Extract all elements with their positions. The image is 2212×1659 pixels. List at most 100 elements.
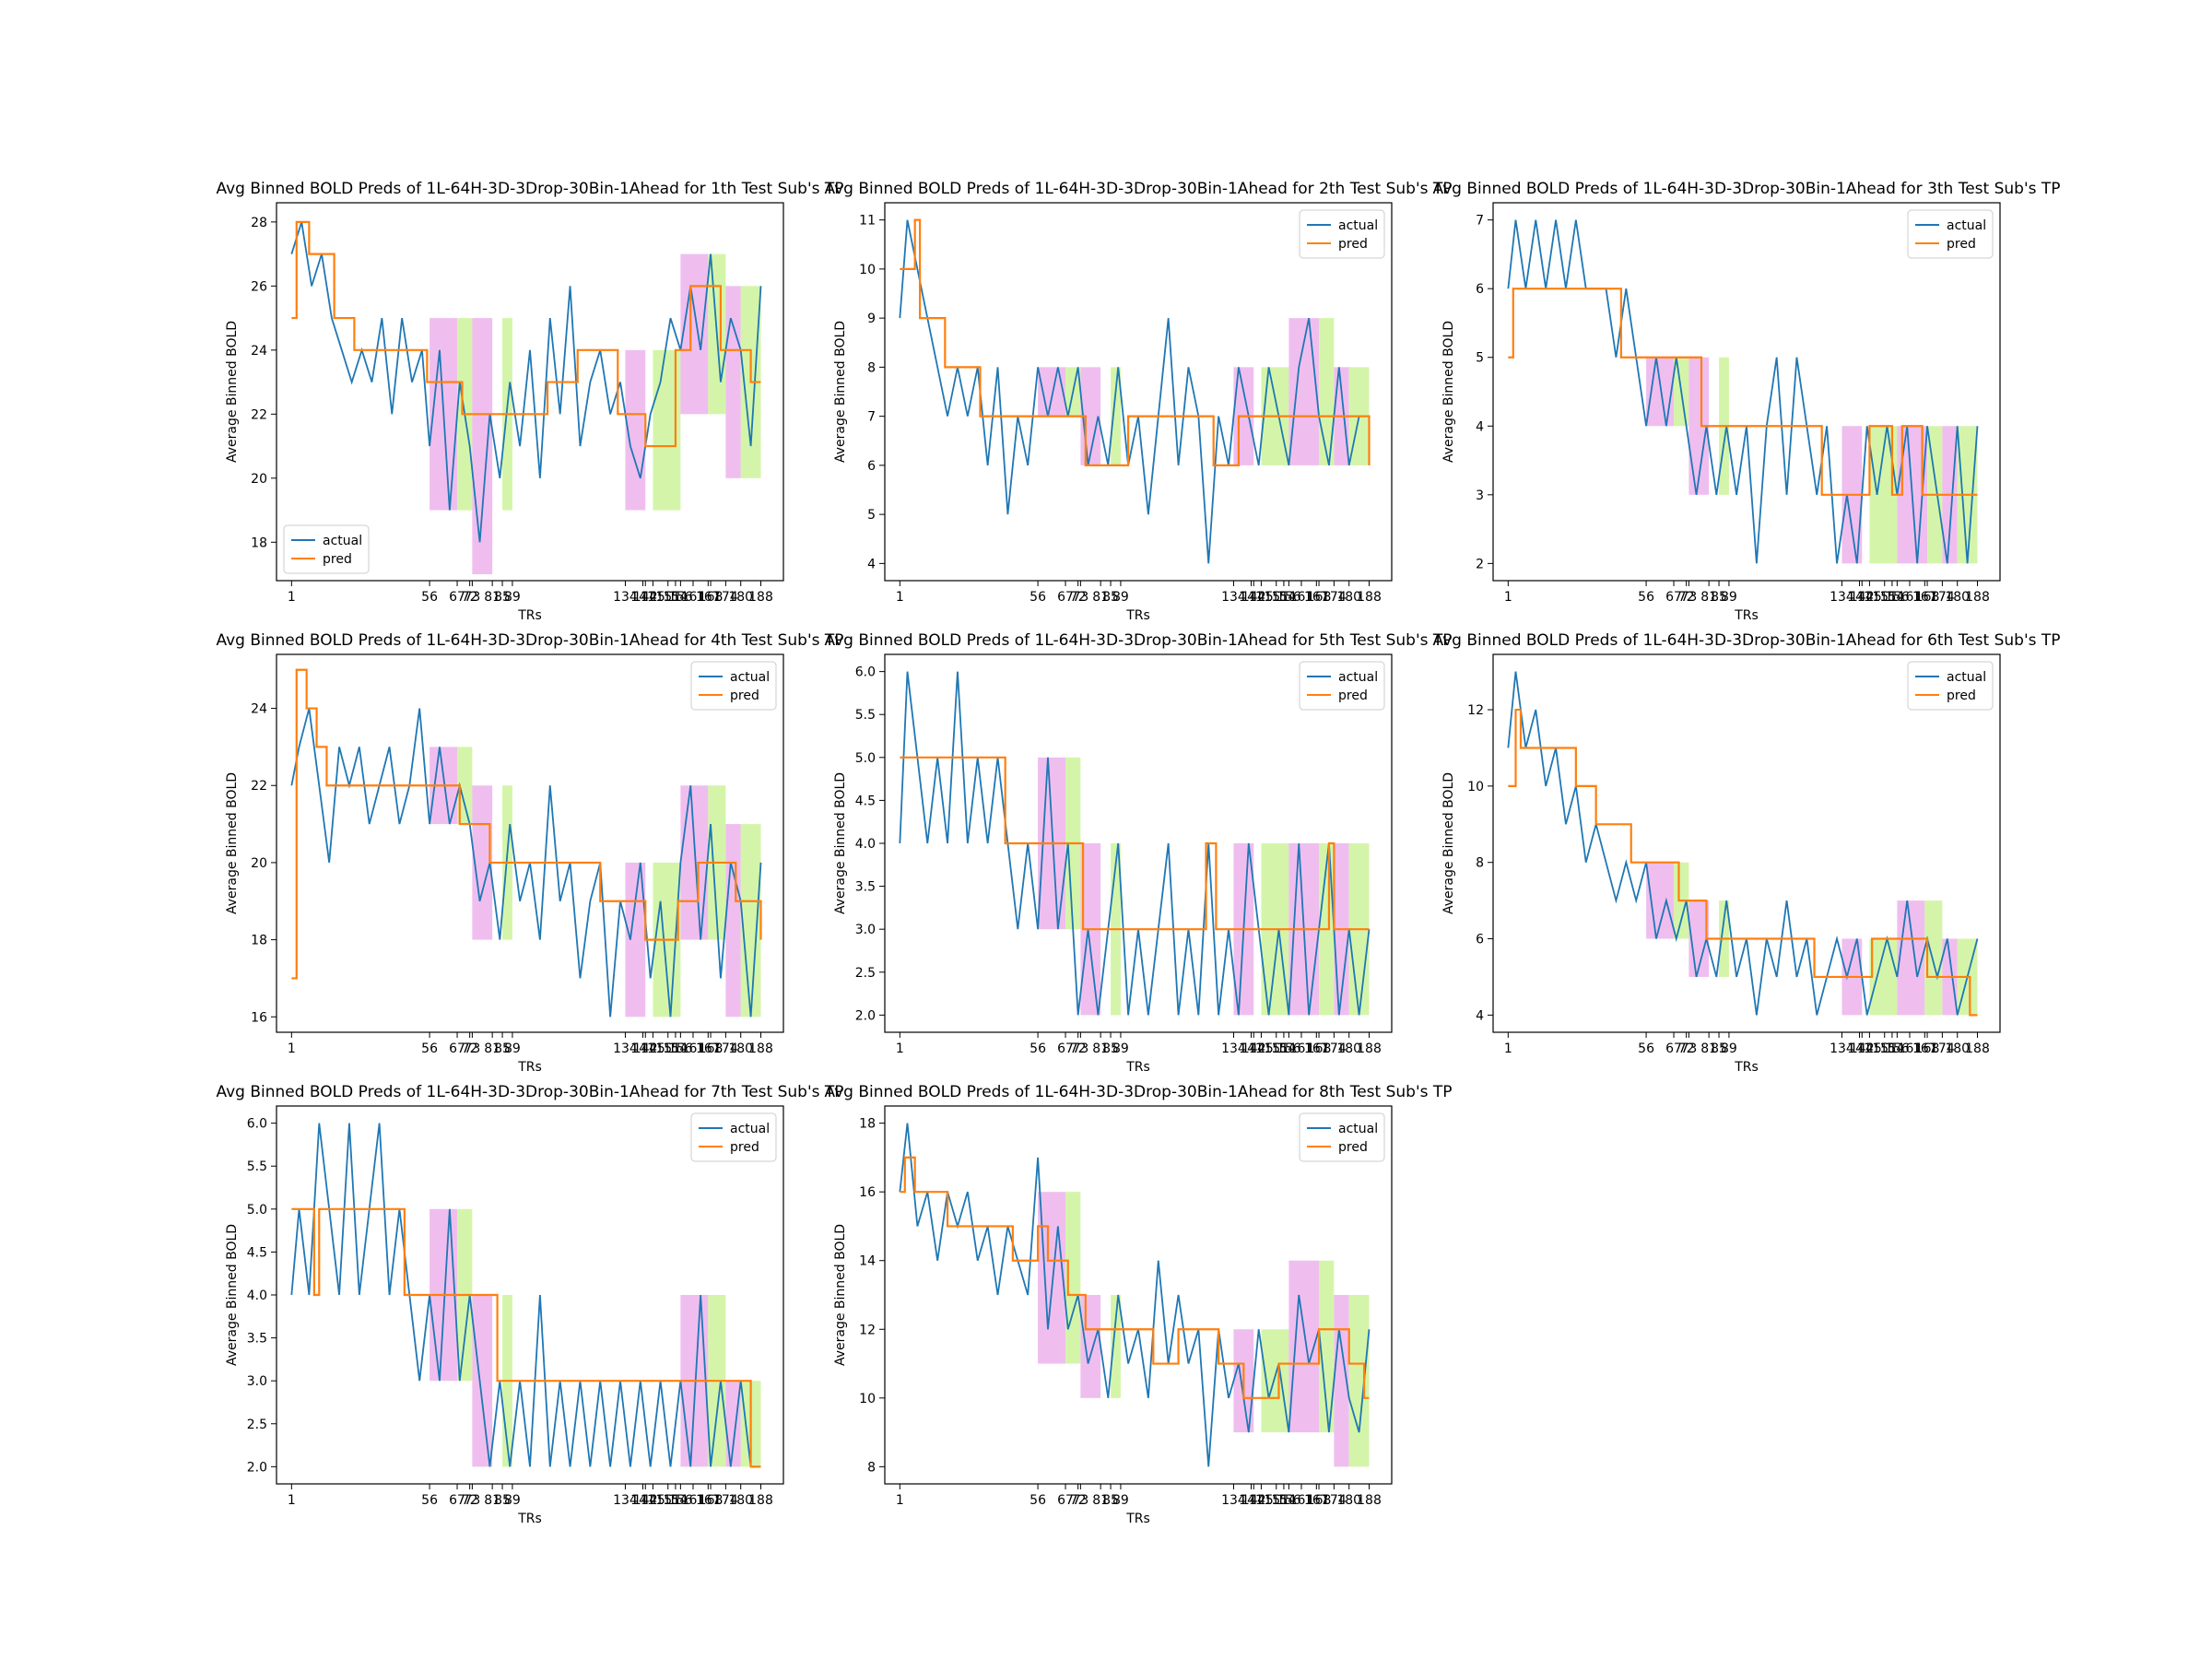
- x-tick-label: 81: [1092, 1493, 1109, 1508]
- x-tick-label: 188: [1965, 1041, 1990, 1056]
- x-tick-label: 174: [1930, 590, 1955, 605]
- x-tick-label: 188: [748, 590, 773, 605]
- x-tick-label: 72: [462, 590, 478, 605]
- x-tick-label: 56: [1638, 1041, 1654, 1056]
- y-axis-label: Average Binned BOLD: [833, 772, 848, 914]
- x-tick-label: 141: [1847, 590, 1872, 605]
- y-tick-label: 5: [1476, 351, 1484, 366]
- x-tick-label: 89: [1112, 1041, 1129, 1056]
- x-tick-label: 142: [1850, 590, 1875, 605]
- series-line-actual: [1507, 219, 1979, 564]
- y-tick-label: 18: [859, 1117, 876, 1132]
- y-axis-label: Average Binned BOLD: [225, 772, 240, 914]
- axes-frame: [276, 202, 784, 582]
- x-tick-label: 142: [633, 1493, 658, 1508]
- y-tick-label: 16: [251, 1010, 267, 1025]
- y-tick-label: 2: [1476, 557, 1484, 571]
- y-tick-label: 6: [1476, 282, 1484, 297]
- x-tick-label: 154: [1880, 1041, 1905, 1056]
- subplot-title: Avg Binned BOLD Preds of 1L-64H-3D-3Drop…: [216, 631, 843, 650]
- x-tick-label: 56: [1638, 590, 1654, 605]
- x-tick-label: 167: [696, 1041, 721, 1056]
- y-tick-label: 24: [251, 702, 267, 717]
- axes-frame: [884, 1105, 1393, 1485]
- x-tick-label: 67: [449, 590, 465, 605]
- x-tick-label: 168: [1915, 590, 1940, 605]
- y-tick-label: 3.0: [855, 923, 876, 937]
- legend-label-pred: pred: [730, 1140, 759, 1155]
- y-tick-label: 9: [867, 312, 876, 326]
- x-tick-label: 161: [1289, 590, 1314, 605]
- series-line-actual: [899, 1123, 1371, 1467]
- x-tick-label: 168: [1307, 590, 1332, 605]
- x-tick-label: 73: [464, 590, 480, 605]
- x-tick-label: 85: [494, 1041, 511, 1056]
- x-tick-label: 174: [713, 1493, 738, 1508]
- x-tick-label: 154: [1272, 590, 1297, 605]
- x-tick-label: 154: [664, 1041, 688, 1056]
- x-tick-label: 72: [1678, 1041, 1695, 1056]
- x-tick-label: 134: [1830, 1041, 1854, 1056]
- highlight-band: [725, 286, 741, 478]
- x-tick-label: 156: [1277, 1493, 1301, 1508]
- legend-box: [283, 524, 370, 574]
- y-tick-label: 11: [859, 214, 876, 229]
- series-line-pred: [900, 756, 1370, 931]
- y-tick-label: 4: [1476, 1008, 1484, 1023]
- x-tick-label: 81: [1700, 590, 1717, 605]
- x-tick-label: 72: [462, 1041, 478, 1056]
- x-tick-label: 142: [1241, 1493, 1266, 1508]
- series-line-pred: [900, 218, 1371, 466]
- series-line-actual: [290, 221, 762, 543]
- highlight-band: [625, 349, 646, 511]
- x-tick-label: 73: [464, 1041, 480, 1056]
- y-tick-label: 5.0: [247, 1203, 267, 1218]
- y-tick-label: 2.0: [855, 1008, 876, 1023]
- legend: actual pred: [283, 524, 370, 574]
- subplot-title: Avg Binned BOLD Preds of 1L-64H-3D-3Drop…: [216, 1083, 843, 1101]
- x-tick-label: 141: [1239, 1493, 1264, 1508]
- axes-frame: [1492, 653, 2001, 1033]
- x-tick-label: 72: [1070, 590, 1087, 605]
- x-tick-label: 154: [1880, 590, 1905, 605]
- series-line-actual: [290, 1123, 761, 1468]
- x-axis-label: TRs: [1125, 608, 1150, 623]
- x-tick-label: 81: [484, 590, 500, 605]
- x-tick-label: 156: [1885, 590, 1910, 605]
- series-line-actual: [899, 219, 1370, 564]
- highlight-band: [1348, 1295, 1370, 1467]
- series-line-actual: [899, 671, 1371, 1016]
- x-tick-label: 56: [421, 1041, 438, 1056]
- x-tick-label: 180: [728, 1493, 753, 1508]
- x-tick-label: 56: [421, 1493, 438, 1508]
- highlight-band: [1688, 357, 1710, 495]
- x-tick-label: 156: [1277, 1041, 1301, 1056]
- x-tick-label: 145: [641, 1493, 665, 1508]
- legend-label-actual: actual: [323, 534, 362, 548]
- y-tick-label: 4.5: [855, 794, 876, 808]
- x-tick-label: 161: [681, 1041, 706, 1056]
- x-tick-label: 81: [484, 1041, 500, 1056]
- x-tick-label: 151: [655, 1041, 680, 1056]
- y-tick-label: 5: [867, 508, 876, 523]
- x-tick-label: 1: [896, 1493, 904, 1508]
- x-tick-label: 134: [613, 1041, 638, 1056]
- y-tick-label: 8: [867, 1460, 876, 1475]
- y-tick-label: 5.5: [247, 1159, 267, 1174]
- x-axis-label: TRs: [517, 608, 542, 623]
- y-tick-label: 4: [867, 557, 876, 571]
- legend-label-actual: actual: [1338, 1122, 1378, 1136]
- x-tick-label: 180: [1945, 590, 1970, 605]
- y-tick-label: 2.5: [855, 966, 876, 981]
- y-tick-label: 22: [251, 407, 267, 422]
- x-tick-label: 167: [1304, 590, 1329, 605]
- highlight-band: [1065, 1192, 1081, 1364]
- series-line-pred: [1508, 708, 1978, 1017]
- x-tick-label: 89: [504, 1041, 521, 1056]
- y-tick-label: 10: [859, 1392, 876, 1406]
- x-tick-label: 142: [633, 590, 658, 605]
- legend-box: [1299, 661, 1385, 711]
- x-tick-label: 151: [655, 590, 680, 605]
- highlight-band: [1924, 900, 1943, 1016]
